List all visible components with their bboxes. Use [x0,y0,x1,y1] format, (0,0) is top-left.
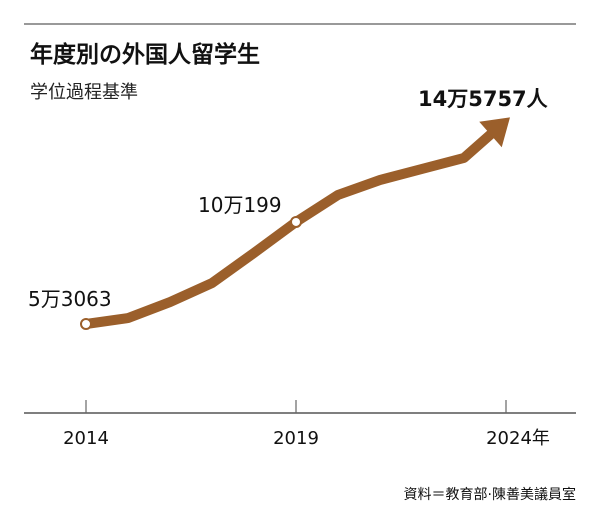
arrow-head [479,117,510,148]
series-line [81,129,496,329]
x-tick-label: 2024年 [486,428,550,449]
x-tick-label: 2014 [63,428,109,449]
data-label: 10万199 [198,193,282,217]
chart-subtitle: 学位過程基準 [30,82,138,103]
chart-title: 年度別の外国人留学生 [30,41,260,68]
data-point-marker [80,318,92,330]
source-note: 資料＝教育部·陳善美議員室 [404,486,576,503]
data-point-marker [290,215,302,228]
x-tick-label: 2019 [273,428,319,449]
data-label: 5万3063 [28,287,112,311]
data-label: 14万5757人 [418,87,548,111]
